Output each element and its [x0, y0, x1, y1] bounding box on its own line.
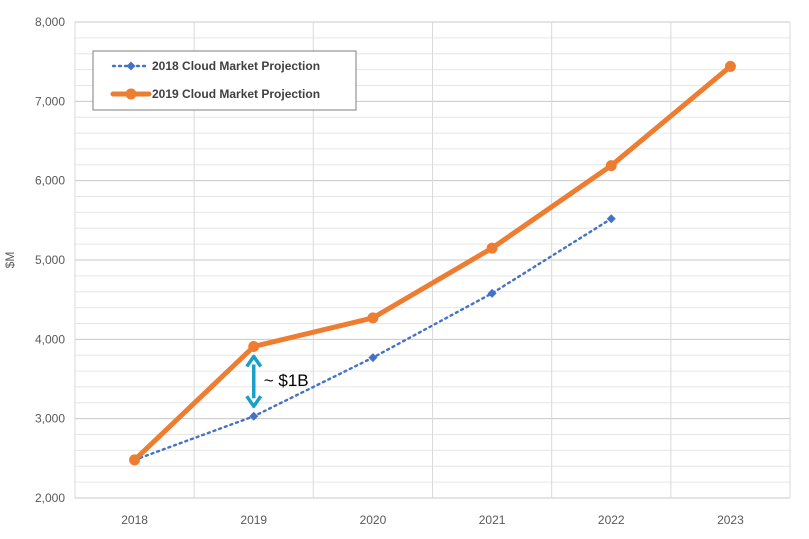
y-tick-label: 6,000	[35, 174, 65, 188]
series-line	[132, 63, 733, 463]
x-tick-label: 2020	[360, 513, 387, 527]
annotation-arrow-head-up	[245, 354, 263, 368]
x-tick-label: 2023	[717, 513, 744, 527]
annotation-arrow-head-down	[245, 395, 263, 409]
x-axis: 2018 2019 2020 2021 2022 2023	[121, 513, 744, 527]
data-point	[368, 353, 378, 363]
series-2	[129, 60, 736, 466]
legend-item: 2019 Cloud Market Projection	[110, 87, 320, 101]
data-point	[606, 214, 616, 224]
y-axis-label: $M	[3, 252, 17, 269]
y-tick-label: 3,000	[35, 412, 65, 426]
y-tick-label: 7,000	[35, 94, 65, 108]
x-tick-label: 2022	[598, 513, 625, 527]
data-point	[724, 60, 736, 72]
y-axis: 2,000 3,000 4,000 5,000 6,000 7,000 8,000 $M	[3, 15, 65, 505]
data-point	[249, 411, 259, 421]
x-tick-label: 2019	[240, 513, 267, 527]
legend-label: 2018 Cloud Market Projection	[152, 59, 320, 73]
legend-item: 2018 Cloud Market Projection	[111, 59, 320, 73]
legend-swatch-marker	[126, 61, 136, 71]
data-point	[605, 160, 617, 172]
gridlines	[74, 21, 791, 499]
legend-swatch-marker	[125, 88, 137, 100]
x-tick-label: 2021	[479, 513, 506, 527]
data-point	[486, 242, 498, 254]
data-point	[367, 312, 379, 324]
annotation-text: ~ $1B	[264, 371, 309, 390]
data-point	[487, 288, 497, 298]
legend-box	[92, 50, 357, 111]
series-1	[130, 214, 616, 465]
y-tick-label: 8,000	[35, 15, 65, 29]
annotation: ~ $1B	[245, 354, 309, 409]
x-tick-label: 2018	[121, 513, 148, 527]
data-point	[248, 340, 260, 352]
legend: 2018 Cloud Market Projection 2019 Cloud M…	[92, 50, 357, 111]
legend-label: 2019 Cloud Market Projection	[152, 87, 320, 101]
data-point	[129, 454, 141, 466]
y-tick-label: 4,000	[35, 332, 65, 346]
y-tick-label: 5,000	[35, 253, 65, 267]
y-tick-label: 2,000	[35, 491, 65, 505]
